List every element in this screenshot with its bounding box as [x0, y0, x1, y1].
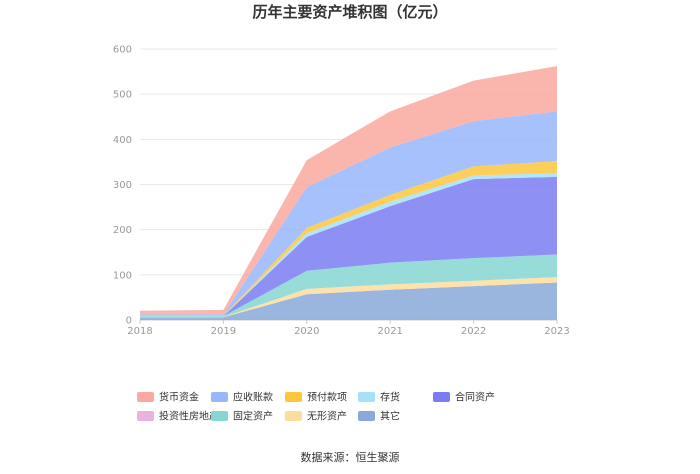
area-series: [140, 282, 557, 320]
legend-swatch: [433, 392, 450, 402]
legend-label: 其它: [380, 410, 400, 423]
y-tick-label: 0: [126, 316, 132, 327]
y-tick-label: 500: [113, 90, 132, 101]
x-tick-label: 2021: [377, 326, 402, 337]
legend-label: 存货: [380, 391, 400, 404]
legend-label: 合同资产: [455, 391, 495, 404]
legend-swatch: [137, 392, 154, 402]
area-series: [140, 277, 557, 318]
legend-label: 固定资产: [233, 410, 273, 423]
legend-swatch: [285, 411, 302, 421]
y-tick-label: 300: [113, 180, 132, 191]
area-series: [140, 254, 557, 318]
series-areas: [140, 66, 557, 320]
x-tick-label: 2018: [127, 326, 152, 337]
y-tick-label: 100: [113, 270, 132, 281]
area-series: [140, 176, 557, 317]
area-series: [140, 66, 557, 315]
legend-label: 无形资产: [307, 410, 347, 423]
legend-label: 预付款项: [307, 391, 347, 404]
legend-swatch: [211, 392, 228, 402]
x-tick-label: 2023: [544, 326, 569, 337]
y-tick-label: 400: [113, 135, 132, 146]
legend-swatch: [285, 392, 302, 402]
x-tick-label: 2020: [294, 326, 319, 337]
x-tick-label: 2022: [461, 326, 486, 337]
x-tick-label: 2019: [211, 326, 236, 337]
chart-title: 历年主要资产堆积图（亿元）: [252, 3, 447, 21]
legend-swatch: [358, 411, 375, 421]
legend-swatch: [358, 392, 375, 402]
legend-label: 投资性房地产: [159, 410, 219, 423]
legend-label: 货币资金: [159, 391, 199, 404]
y-axis: 0 100 200 300 400 500 600: [113, 45, 132, 327]
legend-swatch: [137, 411, 154, 421]
area-series: [140, 111, 557, 316]
y-tick-label: 200: [113, 225, 132, 236]
legend-swatch: [211, 411, 228, 421]
legend-label: 应收账款: [233, 391, 273, 404]
y-tick-label: 600: [113, 45, 132, 56]
data-source: 数据来源：恒生聚源: [301, 450, 400, 464]
x-axis: 2018 2019 2020 2021 2022 2023: [127, 320, 570, 337]
